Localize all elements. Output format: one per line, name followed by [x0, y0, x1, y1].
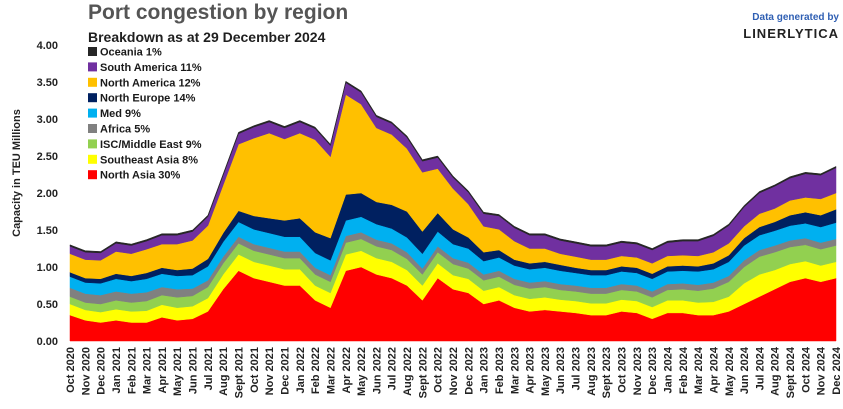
x-tick-label: Aug 2022 [402, 347, 414, 396]
credit-block: Data generated by LINERLYTICA [743, 12, 839, 41]
legend-label: ISC/Middle East 9% [100, 139, 202, 151]
x-tick-label: Feb 2023 [494, 347, 506, 394]
x-tick-label: Mar 2024 [693, 346, 705, 394]
x-tick-label: Nov 2020 [80, 347, 92, 395]
y-tick-label: 2.50 [37, 151, 58, 163]
legend-label: North Europe 14% [100, 93, 196, 105]
legend-label: Southeast Asia 8% [100, 154, 198, 166]
legend: Oceania 1% South America 11% North America… [88, 47, 202, 182]
legend-label: North America 12% [100, 77, 201, 89]
legend-swatch [88, 170, 97, 180]
x-tick-label: Nov 2021 [264, 347, 276, 395]
legend-label: Med 9% [100, 108, 141, 120]
y-axis: 0.00 0.50 1.00 1.50 2.00 2.50 3.00 3.50 4.00 [37, 40, 58, 348]
x-tick-label: Feb 2021 [126, 347, 138, 394]
chart-subtitle: Breakdown as at 29 December 2024 [88, 29, 326, 45]
x-tick-label: May 2023 [540, 347, 552, 396]
legend-label: Oceania 1% [100, 47, 162, 59]
legend-label: Africa 5% [100, 124, 150, 136]
legend-swatch [88, 108, 97, 118]
y-tick-label: 4.00 [37, 40, 58, 52]
y-tick-label: 0.00 [37, 336, 58, 348]
x-tick-label: Jan 2024 [663, 346, 675, 393]
x-tick-label: Mar 2021 [142, 347, 154, 394]
x-tick-label: Mar 2022 [325, 347, 337, 394]
x-tick-label: Dec 2022 [463, 347, 475, 395]
x-tick-label: Feb 2022 [310, 347, 322, 394]
y-tick-label: 3.50 [37, 77, 58, 89]
legend-swatch [88, 139, 97, 149]
x-tick-label: Oct 2022 [433, 347, 445, 393]
x-tick-label: Sept 2022 [417, 347, 429, 398]
y-tick-label: 2.00 [37, 188, 58, 200]
x-tick-label: Sept 2021 [234, 347, 246, 398]
x-tick-label: Aug 2023 [586, 347, 598, 396]
x-tick-label: Nov 2022 [448, 347, 460, 395]
x-tick-label: Jan 2023 [479, 347, 491, 393]
y-tick-label: 0.50 [37, 299, 58, 311]
x-axis: Oct 2020 Nov 2020 Dec 2020 Jan 2021 Feb 2021… [65, 346, 843, 398]
x-tick-label: Aug 2024 [770, 346, 782, 396]
x-tick-label: Jan 2021 [111, 347, 123, 393]
y-tick-label: 3.00 [37, 114, 58, 126]
x-tick-label: Sept 2023 [601, 347, 613, 398]
x-tick-label: Apr 2023 [525, 347, 537, 393]
y-tick-label: 1.00 [37, 262, 58, 274]
x-tick-label: Oct 2023 [617, 347, 629, 393]
legend-label: North Asia 30% [100, 170, 181, 182]
x-tick-label: Jan 2022 [295, 347, 307, 393]
x-tick-label: Jul 2022 [387, 347, 399, 390]
x-tick-label: Jun 2021 [188, 347, 200, 394]
x-tick-label: Feb 2024 [678, 346, 690, 394]
area-layers [69, 80, 837, 342]
x-tick-label: Jul 2023 [571, 347, 583, 390]
x-tick-label: Nov 2023 [632, 347, 644, 395]
x-tick-label: Oct 2024 [800, 346, 812, 393]
legend-swatch [88, 154, 97, 164]
x-tick-label: Dec 2021 [280, 347, 292, 395]
x-tick-label: Nov 2024 [816, 346, 828, 395]
credit-generated-text: Data generated by [752, 12, 839, 23]
x-tick-label: Dec 2024 [831, 346, 843, 395]
x-tick-label: May 2024 [724, 346, 736, 396]
y-axis-label: Capacity in TEU Millions [11, 109, 23, 237]
area-series-8 [69, 80, 837, 254]
legend-swatch [88, 47, 97, 56]
chart-title: Port congestion by region [88, 1, 349, 24]
x-tick-label: Jul 2024 [754, 346, 766, 390]
x-tick-label: May 2021 [172, 347, 184, 396]
x-tick-label: Jun 2023 [555, 347, 567, 394]
legend-swatch [88, 124, 97, 133]
x-tick-label: Apr 2024 [708, 346, 720, 393]
legend-swatch [88, 62, 97, 72]
x-tick-label: Dec 2023 [647, 347, 659, 395]
x-tick-label: Sept 2024 [785, 346, 797, 398]
x-tick-label: Oct 2021 [249, 347, 261, 393]
x-tick-label: Apr 2021 [157, 347, 169, 393]
x-tick-label: May 2022 [356, 347, 368, 396]
x-tick-label: Jun 2022 [371, 347, 383, 394]
x-tick-label: Jun 2024 [739, 346, 751, 394]
x-tick-label: Apr 2022 [341, 347, 353, 393]
x-tick-label: Mar 2023 [509, 347, 521, 394]
legend-label: South America 11% [100, 62, 202, 74]
y-tick-label: 1.50 [37, 225, 58, 237]
brand-logo-text: LINERLYTICA [743, 26, 839, 41]
x-tick-label: Dec 2020 [96, 347, 108, 395]
legend-swatch [88, 93, 97, 103]
x-tick-label: Oct 2020 [65, 347, 77, 393]
x-tick-label: Aug 2021 [218, 347, 230, 396]
x-tick-label: Jul 2021 [203, 347, 215, 390]
legend-swatch [88, 77, 97, 87]
